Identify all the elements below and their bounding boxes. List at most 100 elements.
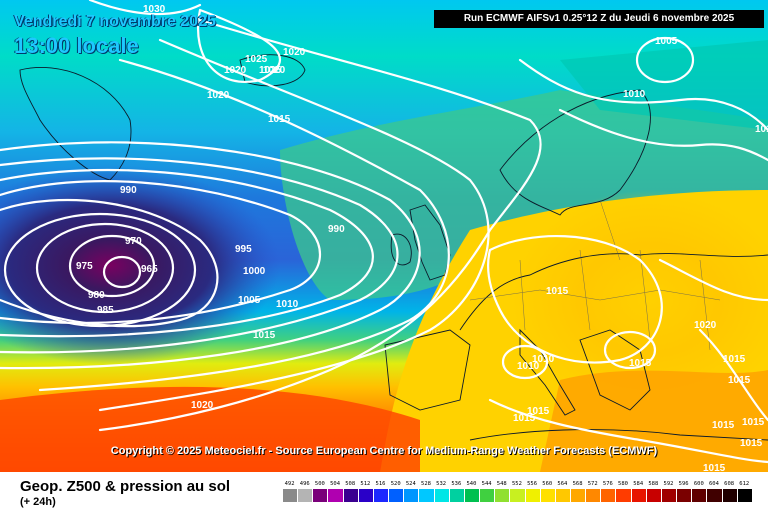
colorbar-swatch [403, 489, 419, 502]
isobar-north-1010 [558, 108, 768, 162]
isobar-990 [0, 180, 322, 325]
colorbar-swatch [297, 489, 313, 502]
colorbar-swatch [600, 489, 616, 502]
colorbar-label: 596 [678, 481, 689, 487]
colorbar-label: 540 [466, 481, 477, 487]
colorbar-swatch [357, 489, 373, 502]
colorbar-step: 564 [554, 480, 570, 506]
colorbar-step: 604 [706, 480, 722, 506]
colorbar-label: 568 [572, 481, 583, 487]
forecast-time: 13:00 locale [14, 33, 139, 58]
isobar-label: 1010 [517, 361, 540, 372]
isobar-south-1015 [488, 398, 768, 464]
colorbar-swatch [509, 489, 525, 502]
colorbar-step: 584 [630, 480, 646, 506]
colorbar-label: 556 [527, 481, 538, 487]
warm-core [510, 190, 768, 410]
isobar-label: 1020 [263, 65, 286, 76]
colorbar-label: 592 [663, 481, 674, 487]
isobar-label: 985 [97, 305, 114, 316]
isobar-1010-med [501, 344, 549, 380]
colorbar-step: 560 [539, 480, 555, 506]
isobar-label: 1015 [728, 375, 751, 386]
isobar-1030 [88, 0, 202, 16]
colorbar-swatch [388, 489, 404, 502]
isobar-label: 975 [76, 261, 93, 272]
colorbar-label: 580 [618, 481, 628, 487]
colorbar-step: 536 [448, 480, 464, 506]
colorbar-step: 492 [282, 480, 298, 506]
isobar-label: 1010 [276, 299, 299, 310]
colorbar-label: 584 [633, 481, 644, 487]
colorbar-label: 588 [648, 481, 659, 487]
colorbar-label: 520 [390, 481, 401, 487]
run-banner: Run ECMWF AIFSv1 0.25°12 Z du Jeudi 6 no… [434, 10, 764, 28]
colorbar-swatch [327, 489, 343, 502]
isobar-label: 1015 [742, 417, 765, 428]
isobar-label: 1015 [703, 463, 726, 472]
colorbar-label: 600 [693, 481, 704, 487]
isobar-970 [68, 234, 156, 298]
colorbar-label: 608 [724, 481, 735, 487]
colorbar-swatch [630, 489, 646, 502]
colorbar-step: 588 [645, 480, 661, 506]
isobar-europe-1015 [486, 234, 663, 364]
weather-map: 1030 1025 1025 1020 1020 1020 1020 1015 … [0, 0, 768, 472]
green-band-north [560, 40, 768, 130]
colorbar-swatch [645, 489, 661, 502]
colorbar-label: 552 [511, 481, 522, 487]
colorbar-swatch [539, 489, 555, 502]
colorbar-swatch [721, 489, 737, 502]
greenland [19, 67, 132, 181]
isobar-label: 1030 [143, 4, 166, 15]
colorbar-swatch [312, 489, 328, 502]
colorbar-label: 492 [284, 481, 295, 487]
isobar-label: 1015 [268, 114, 291, 125]
colorbar-step: 556 [524, 480, 540, 506]
isobar-1025 [197, 8, 281, 83]
colorbar-label: 548 [496, 481, 507, 487]
colorbar-label: 504 [330, 481, 341, 487]
colorbar-label: 524 [405, 481, 416, 487]
isobar-1000 [0, 157, 399, 354]
colorbar-label: 560 [542, 481, 553, 487]
isobar-label: 1015 [712, 420, 735, 431]
colorbar-swatch [479, 489, 495, 502]
isobar-1020 [98, 18, 542, 432]
colorbar-step: 600 [691, 480, 707, 506]
colorbar-swatch [736, 489, 752, 502]
isobar-label: 1020 [694, 320, 717, 331]
colorbar-swatch [418, 489, 434, 502]
isobar-label: 1020 [224, 65, 247, 76]
isobar-labels: 1030 1025 1025 1020 1020 1020 1020 1015 … [76, 4, 768, 472]
colorbar-step: 596 [676, 480, 692, 506]
colorbar-swatch [615, 489, 631, 502]
isobar-1015 [98, 38, 490, 412]
colorbar-label: 572 [587, 481, 598, 487]
colorbar-label: 544 [481, 481, 492, 487]
colorbar-step: 496 [297, 480, 313, 506]
colorbar-label: 512 [360, 481, 371, 487]
colorbar-label: 564 [557, 481, 568, 487]
isobar-east-1020 [658, 258, 768, 302]
isobar-980 [3, 212, 197, 328]
isobar-label: 1015 [253, 330, 276, 341]
europe-coast [459, 253, 768, 331]
ireland [390, 233, 412, 266]
colorbar-label: 528 [421, 481, 431, 487]
field-title: Geop. Z500 & pression au sol [20, 478, 231, 495]
colorbar-swatch [494, 489, 510, 502]
colorbar-label: 508 [345, 481, 356, 487]
colorbar-label: 536 [451, 481, 462, 487]
isobar-east-1015 [698, 328, 768, 422]
colorbar-step: 552 [509, 480, 525, 506]
colorbar-step: 504 [327, 480, 343, 506]
isobar-label: 1020 [207, 90, 230, 101]
colorbar-swatch [676, 489, 692, 502]
colorbar-swatch [282, 489, 298, 502]
colorbar-step: 548 [494, 480, 510, 506]
colorbar-label: 516 [375, 481, 386, 487]
colorbar-step: 592 [660, 480, 677, 506]
isobar-label: 1015 [723, 354, 746, 365]
isobars [0, 0, 768, 462]
